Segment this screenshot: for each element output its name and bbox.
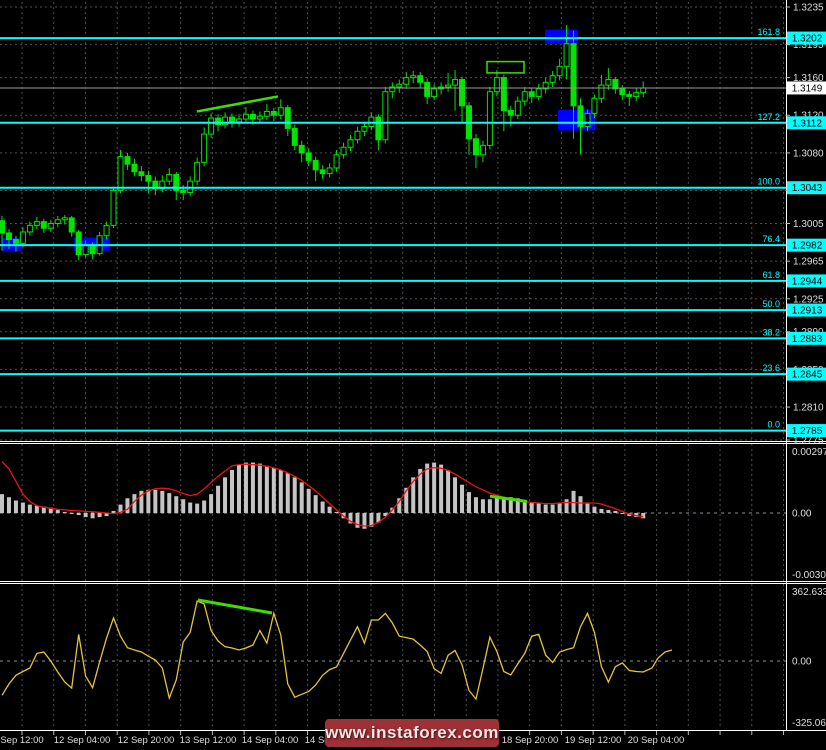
svg-text:50.0: 50.0 [762, 299, 780, 309]
svg-text:38.2: 38.2 [762, 327, 780, 337]
svg-text:Sep 12:00: Sep 12:00 [0, 735, 43, 746]
svg-text:0.00297: 0.00297 [792, 447, 826, 458]
svg-text:100.0: 100.0 [757, 177, 780, 187]
svg-text:1.2810: 1.2810 [793, 403, 824, 414]
svg-text:12 Sep 04:00: 12 Sep 04:00 [54, 735, 111, 746]
svg-text:1.2982: 1.2982 [792, 241, 823, 252]
svg-text:1.2913: 1.2913 [792, 306, 823, 317]
svg-text:20 Sep 04:00: 20 Sep 04:00 [628, 735, 685, 746]
svg-text:14 Sep 04:00: 14 Sep 04:00 [242, 735, 299, 746]
svg-text:1.2775: 1.2775 [793, 435, 824, 446]
oscillator-panel [1, 598, 673, 701]
svg-text:1.3080: 1.3080 [793, 148, 824, 159]
svg-text:1.3112: 1.3112 [792, 118, 822, 129]
price-axis-badges: 1.3202 1.3112 1.3043 1.2982 1.2944 1.2913 1.28… [787, 31, 826, 438]
fibonacci-levels: 161.8 127.2 100.0 76.4 61.8 50.0 38.2 23.6 0.0 [0, 27, 786, 432]
svg-text:76.4: 76.4 [762, 234, 780, 244]
svg-text:127.2: 127.2 [757, 112, 780, 122]
svg-text:1.3195: 1.3195 [793, 40, 824, 51]
svg-text:1.3120: 1.3120 [793, 111, 824, 122]
svg-text:-325.067: -325.067 [792, 718, 826, 729]
price-axis: 1.32351.31951.31601.31201.30801.30401.30… [786, 3, 826, 729]
svg-text:161.8: 161.8 [757, 27, 780, 37]
svg-text:1.3043: 1.3043 [792, 183, 823, 194]
highlight-boxes [2, 29, 595, 251]
svg-text:1.2883: 1.2883 [792, 334, 823, 345]
svg-text:13 Sep 12:00: 13 Sep 12:00 [180, 735, 237, 746]
svg-text:1.2925: 1.2925 [793, 294, 824, 305]
svg-text:12 Sep 20:00: 12 Sep 20:00 [118, 735, 175, 746]
instaforex-watermark: www.instaforex.com [325, 719, 499, 747]
svg-text:19 Sep 12:00: 19 Sep 12:00 [565, 735, 622, 746]
macd-panel [0, 461, 646, 529]
svg-text:0.00: 0.00 [792, 509, 812, 520]
svg-text:0.0: 0.0 [767, 420, 780, 430]
svg-text:0.00: 0.00 [792, 657, 812, 668]
svg-text:1.2965: 1.2965 [793, 257, 824, 268]
svg-text:1.3202: 1.3202 [792, 34, 823, 45]
panel-separators [0, 0, 826, 731]
svg-text:1.2845: 1.2845 [792, 370, 823, 381]
svg-text:1.2944: 1.2944 [792, 276, 823, 287]
svg-text:61.8: 61.8 [762, 270, 780, 280]
svg-text:1.2785: 1.2785 [792, 426, 823, 437]
trendlines [196, 60, 525, 113]
svg-text:18 Sep 20:00: 18 Sep 20:00 [502, 735, 559, 746]
grid [0, 2, 786, 729]
candlestick-series [0, 24, 647, 261]
svg-text:1.3005: 1.3005 [793, 219, 824, 230]
svg-text:1.3235: 1.3235 [793, 3, 824, 14]
svg-text:1.3149: 1.3149 [792, 83, 823, 94]
svg-text:23.6: 23.6 [762, 363, 780, 373]
svg-text:1.3160: 1.3160 [793, 73, 824, 84]
svg-text:362.6336: 362.6336 [792, 587, 826, 598]
